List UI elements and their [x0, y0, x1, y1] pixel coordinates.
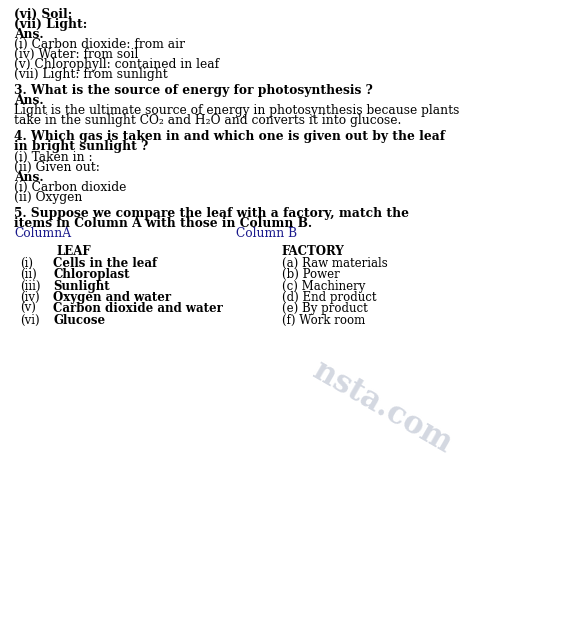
Text: Ans.: Ans. — [14, 94, 44, 107]
Text: (vi): (vi) — [20, 314, 39, 327]
Text: Light is the ultimate source of energy in photosynthesis because plants: Light is the ultimate source of energy i… — [14, 104, 459, 117]
Text: (vi) Soil:: (vi) Soil: — [14, 8, 72, 21]
Text: (i) Carbon dioxide: (i) Carbon dioxide — [14, 181, 127, 194]
Text: FACTORY: FACTORY — [282, 245, 344, 258]
Text: (e) By product: (e) By product — [282, 302, 367, 315]
Text: (i) Taken in :: (i) Taken in : — [14, 150, 93, 164]
Text: ColumnA: ColumnA — [14, 227, 71, 240]
Text: in bright sunlight ?: in bright sunlight ? — [14, 140, 148, 154]
Text: Ans.: Ans. — [14, 171, 44, 184]
Text: (d) End product: (d) End product — [282, 291, 376, 304]
Text: LEAF: LEAF — [56, 245, 91, 258]
Text: Ans.: Ans. — [14, 28, 44, 41]
Text: Glucose: Glucose — [53, 314, 106, 327]
Text: items in Column A with those in Column B.: items in Column A with those in Column B… — [14, 217, 312, 230]
Text: (ii): (ii) — [20, 268, 37, 282]
Text: (i) Carbon dioxide: from air: (i) Carbon dioxide: from air — [14, 38, 185, 51]
Text: (ii) Given out:: (ii) Given out: — [14, 161, 100, 174]
Text: Cells in the leaf: Cells in the leaf — [53, 257, 158, 270]
Text: (a) Raw materials: (a) Raw materials — [282, 257, 387, 270]
Text: (iv): (iv) — [20, 291, 39, 304]
Text: 4. Which gas is taken in and which one is given out by the leaf: 4. Which gas is taken in and which one i… — [14, 130, 445, 144]
Text: (f) Work room: (f) Work room — [282, 314, 365, 327]
Text: Carbon dioxide and water: Carbon dioxide and water — [53, 302, 224, 315]
Text: (c) Machinery: (c) Machinery — [282, 280, 365, 293]
Text: (i): (i) — [20, 257, 33, 270]
Text: (b) Power: (b) Power — [282, 268, 339, 282]
Text: (v): (v) — [20, 302, 35, 315]
Text: (iii): (iii) — [20, 280, 40, 293]
Text: (iv) Water: from soil: (iv) Water: from soil — [14, 48, 138, 61]
Text: Column B: Column B — [236, 227, 298, 240]
Text: (v) Chlorophyll: contained in leaf: (v) Chlorophyll: contained in leaf — [14, 58, 219, 71]
Text: Sunlight: Sunlight — [53, 280, 110, 293]
Text: (vii) Light: from sunlight: (vii) Light: from sunlight — [14, 68, 168, 81]
Text: (ii) Oxygen: (ii) Oxygen — [14, 191, 82, 204]
Text: (vii) Light:: (vii) Light: — [14, 18, 87, 31]
Text: take in the sunlight CO₂ and H₂O and converts it into glucose.: take in the sunlight CO₂ and H₂O and con… — [14, 114, 401, 127]
Text: 5. Suppose we compare the leaf with a factory, match the: 5. Suppose we compare the leaf with a fa… — [14, 207, 409, 220]
Text: 3. What is the source of energy for photosynthesis ?: 3. What is the source of energy for phot… — [14, 84, 373, 97]
Text: nsta.com: nsta.com — [308, 356, 458, 460]
Text: Oxygen and water: Oxygen and water — [53, 291, 172, 304]
Text: Chloroplast: Chloroplast — [53, 268, 130, 282]
